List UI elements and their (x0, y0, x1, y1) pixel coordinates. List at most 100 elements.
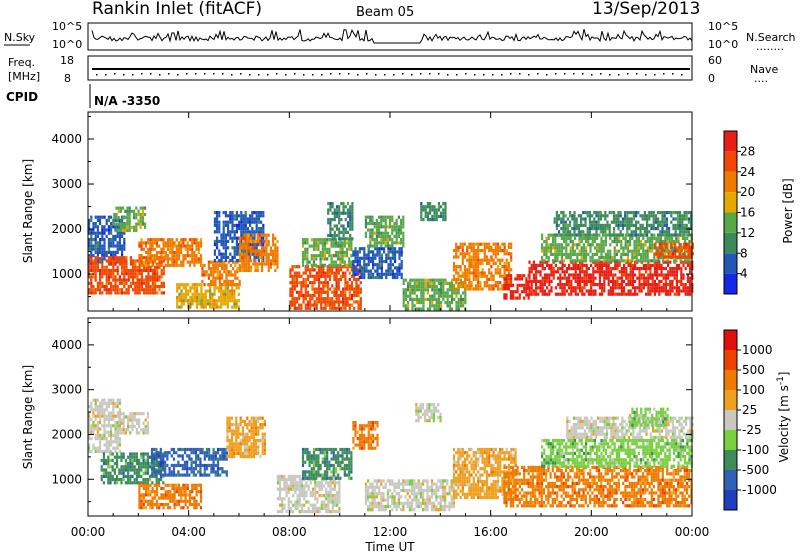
power-cell (369, 269, 372, 273)
power-cell (644, 249, 647, 253)
power-cell (681, 236, 684, 240)
power-cell (274, 259, 277, 263)
power-cell (580, 252, 583, 256)
power-cell (634, 286, 637, 290)
power-cell (573, 227, 576, 231)
velocity-cell (160, 468, 163, 472)
power-cell (344, 290, 347, 294)
power-cell (195, 247, 198, 251)
power-cell (564, 227, 567, 231)
velocity-cell (160, 478, 163, 482)
power-cell (535, 270, 538, 274)
power-cell (683, 211, 686, 215)
power-cell (646, 223, 649, 227)
power-cell (389, 256, 392, 260)
power-cell (238, 263, 241, 267)
power-cell (122, 225, 125, 229)
power-cell (349, 208, 352, 212)
power-cell (577, 214, 580, 218)
power-cell (496, 242, 500, 246)
velocity-cell (92, 398, 95, 402)
power-cell (451, 285, 454, 289)
velocity-cell (102, 452, 105, 456)
power-cell (669, 273, 672, 277)
power-cell (337, 277, 340, 282)
power-cell (128, 209, 131, 213)
power-cell (237, 305, 240, 309)
power-cell (249, 223, 252, 227)
power-cell (304, 281, 307, 285)
nave-dot (267, 74, 269, 76)
power-cell (558, 243, 561, 247)
power-band (88, 256, 165, 295)
power-cell (606, 227, 609, 231)
power-cell (331, 218, 334, 222)
power-cell (579, 283, 582, 287)
power-cell (653, 273, 656, 277)
power-cell (224, 246, 227, 250)
power-cell (193, 254, 196, 258)
power-cell (640, 289, 643, 293)
power-cell (231, 246, 234, 250)
power-cell (118, 244, 121, 248)
power-cell (224, 220, 227, 224)
power-cell (110, 228, 113, 232)
power-cell (96, 218, 99, 222)
power-cell (420, 291, 423, 295)
power-cell (189, 289, 192, 293)
power-cell (457, 271, 460, 275)
power-cell (565, 243, 568, 247)
power-cell (378, 225, 381, 229)
nave-dot (186, 73, 188, 75)
velocity-cell (92, 414, 95, 418)
power-cell (202, 305, 205, 309)
power-cell (599, 223, 602, 227)
power-cell (596, 249, 599, 253)
velocity-cell (129, 452, 132, 456)
velocity-cell (90, 430, 93, 434)
power-cell (162, 257, 165, 261)
power-cell (591, 227, 594, 231)
velocity-cell (140, 455, 143, 459)
power-cell (582, 236, 585, 240)
power-cell (206, 302, 210, 306)
power-cell (224, 214, 227, 218)
power-cell (151, 257, 154, 261)
power-cell (90, 281, 93, 285)
power-cell (201, 273, 204, 277)
power-cell (657, 259, 660, 263)
velocity-cell (107, 471, 110, 475)
power-cell (239, 236, 242, 240)
power-cell (359, 271, 362, 275)
power-cell (291, 268, 294, 272)
power-cell (110, 284, 113, 289)
power-cell (215, 305, 218, 309)
power-cell (389, 222, 392, 226)
power-cell (136, 284, 139, 289)
power-cell (678, 263, 681, 267)
power-cell (105, 265, 108, 269)
power-cell (357, 293, 360, 298)
power-cell (149, 275, 152, 279)
velocity-cell (90, 437, 93, 441)
power-cell (337, 293, 340, 298)
power-cell (681, 214, 684, 218)
power-cell (375, 231, 378, 235)
power-cell (96, 260, 99, 264)
power-cell (620, 279, 623, 283)
power-cell (335, 293, 338, 298)
power-cell (505, 261, 508, 265)
power-cell (472, 261, 475, 265)
power-cell (211, 292, 214, 296)
power-cell (369, 215, 372, 219)
power-cell (162, 281, 165, 285)
power-cell (653, 233, 656, 237)
power-cell (564, 220, 567, 224)
power-cell (561, 283, 564, 287)
power-cell (429, 297, 432, 301)
power-cell (610, 220, 613, 224)
power-cell (413, 291, 416, 295)
power-cell (611, 259, 614, 263)
power-cell (344, 218, 347, 222)
power-cell (595, 223, 598, 227)
